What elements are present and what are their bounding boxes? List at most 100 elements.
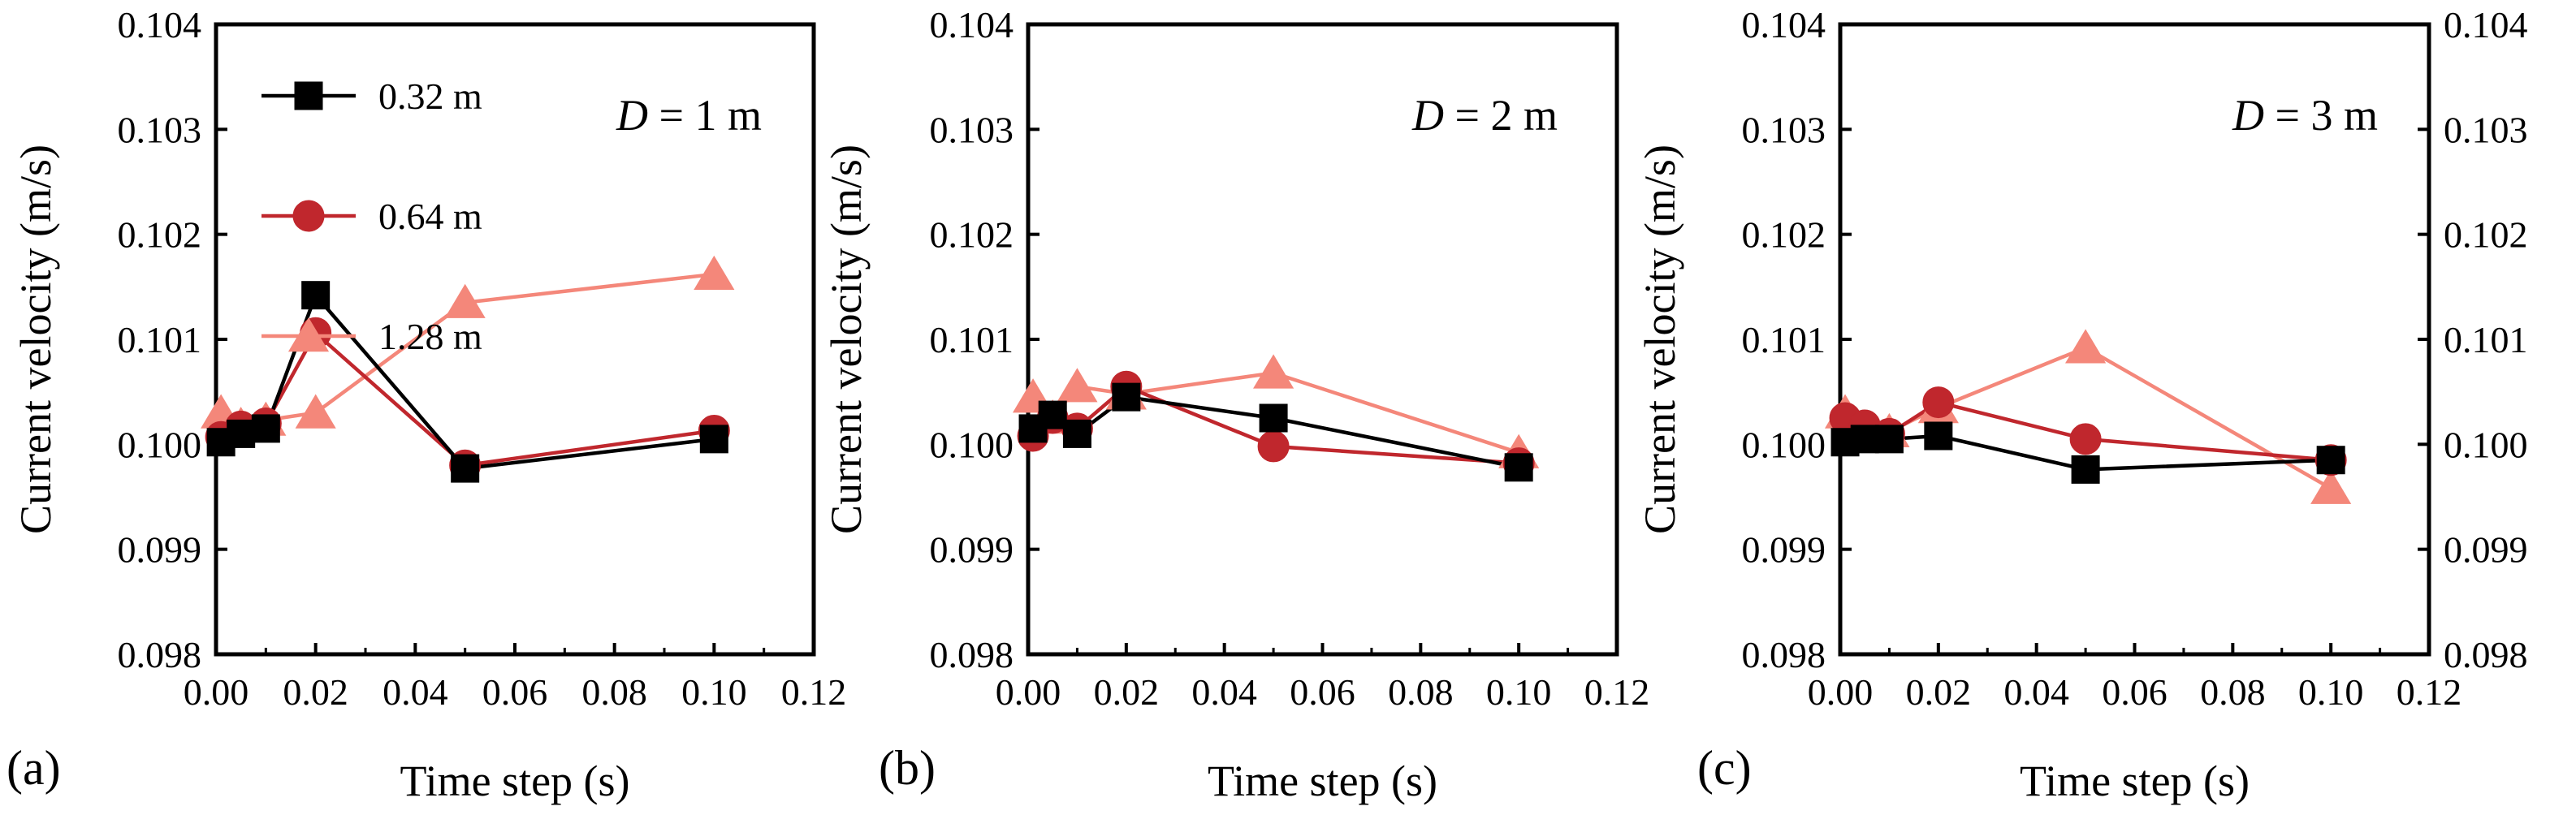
- data-point: [1253, 354, 1294, 389]
- y-tick-label: 0.098: [930, 634, 1014, 675]
- x-tick-label: 0.02: [1094, 671, 1160, 713]
- data-point: [1922, 386, 1955, 419]
- y-tick-label-right: 0.099: [2444, 529, 2528, 571]
- legend: 0.32 m 0.64 m 1.28 m: [261, 75, 482, 357]
- legend-label: 0.64 m: [378, 196, 482, 237]
- y-tick-label: 0.099: [1742, 529, 1826, 571]
- x-tick-label: 0.00: [1808, 671, 1874, 713]
- diameter-annotation: D = 1 m: [616, 91, 762, 140]
- diameter-annotation: D = 2 m: [1411, 91, 1558, 140]
- data-point: [1057, 368, 1098, 403]
- annotation-value: = 2 m: [1444, 91, 1558, 140]
- x-tick-label: 0.06: [482, 671, 548, 713]
- annotation-value: = 1 m: [648, 91, 762, 140]
- annotation-symbol: D: [2232, 91, 2264, 140]
- y-tick-label-right: 0.101: [2444, 319, 2528, 360]
- x-tick-label: 0.00: [184, 671, 249, 713]
- y-tick-label: 0.100: [118, 424, 202, 465]
- x-tick-label: 0.04: [383, 671, 448, 713]
- y-tick-label: 0.103: [930, 109, 1014, 150]
- data-point: [2069, 423, 2102, 455]
- y-tick-label: 0.099: [930, 529, 1014, 571]
- y-tick-label: 0.099: [118, 529, 202, 571]
- y-tick-label: 0.098: [118, 634, 202, 675]
- data-point: [2065, 329, 2107, 364]
- y-tick-label: 0.101: [1742, 319, 1826, 360]
- chart-panel-3: 0.00 0.02 0.04 0.06 0.08 0.10 0.120.098 0.0980.…: [1636, 4, 2528, 805]
- y-tick-label-right: 0.104: [2444, 4, 2528, 45]
- y-tick-label: 0.103: [118, 109, 202, 150]
- panel-label: (a): [6, 741, 61, 795]
- y-tick-label: 0.101: [930, 319, 1014, 360]
- data-point: [1850, 425, 1879, 454]
- y-axis-title: Current velocity (m/s): [11, 144, 60, 534]
- y-tick-label: 0.102: [930, 214, 1014, 256]
- y-tick-label: 0.104: [1742, 4, 1826, 45]
- data-point: [1062, 419, 1091, 448]
- y-tick-label-right: 0.103: [2444, 109, 2528, 150]
- x-tick-label: 0.12: [1584, 671, 1650, 713]
- x-tick-label: 0.06: [2102, 671, 2168, 713]
- y-tick-label: 0.098: [1742, 634, 1826, 675]
- data-point: [1257, 430, 1290, 463]
- data-point: [1874, 425, 1904, 454]
- y-tick-label: 0.100: [930, 424, 1014, 465]
- panel-label: (b): [879, 741, 936, 795]
- x-tick-label: 0.10: [1486, 671, 1552, 713]
- x-axis-title: Time step (s): [2020, 757, 2250, 805]
- data-point: [1112, 382, 1141, 412]
- legend-marker: [287, 317, 330, 352]
- data-point: [227, 419, 256, 448]
- y-tick-label-right: 0.098: [2444, 634, 2528, 675]
- y-axis-title: Current velocity (m/s): [822, 144, 871, 534]
- chart-panel-1: 0.00 0.02 0.04 0.06 0.08 0.10 0.12 0.098 0.099 0.…: [6, 4, 846, 805]
- y-tick-label: 0.104: [930, 4, 1014, 45]
- x-tick-label: 0.00: [996, 671, 1061, 713]
- data-point: [1924, 421, 1953, 451]
- x-tick-label: 0.08: [2200, 671, 2266, 713]
- y-tick-label-right: 0.100: [2444, 424, 2528, 465]
- y-axis-title: Current velocity (m/s): [1636, 144, 1684, 534]
- x-tick-label: 0.04: [2003, 671, 2069, 713]
- x-tick-label: 0.12: [781, 671, 847, 713]
- panel-label: (c): [1697, 741, 1752, 795]
- legend-label: 0.32 m: [378, 75, 482, 117]
- y-tick-label: 0.101: [118, 319, 202, 360]
- data-point: [2071, 455, 2100, 484]
- data-point: [2316, 446, 2345, 475]
- x-tick-label: 0.02: [1906, 671, 1972, 713]
- data-point: [295, 394, 336, 429]
- x-tick-label: 0.02: [283, 671, 348, 713]
- chart-panel-2: 0.00 0.02 0.04 0.06 0.08 0.10 0.12 0.098 0.099 0.…: [822, 4, 1649, 805]
- x-tick-label: 0.08: [581, 671, 647, 713]
- x-tick-label: 0.12: [2397, 671, 2462, 713]
- x-axis-title: Time step (s): [1208, 757, 1437, 805]
- annotation-symbol: D: [1411, 91, 1444, 140]
- y-tick-label: 0.102: [1742, 214, 1826, 256]
- data-point: [694, 255, 735, 291]
- y-tick-label: 0.102: [118, 214, 202, 256]
- y-tick-label-right: 0.102: [2444, 214, 2528, 256]
- data-point: [301, 281, 331, 310]
- x-tick-label: 0.04: [1191, 671, 1257, 713]
- y-tick-label: 0.104: [118, 4, 202, 45]
- y-tick-label: 0.100: [1742, 424, 1826, 465]
- legend-marker: [294, 81, 323, 110]
- data-point: [699, 425, 728, 454]
- x-axis-title: Time step (s): [400, 757, 629, 805]
- diameter-annotation: D = 3 m: [2232, 91, 2378, 140]
- data-point: [251, 414, 280, 443]
- data-point: [1504, 453, 1533, 482]
- x-tick-label: 0.06: [1290, 671, 1355, 713]
- annotation-symbol: D: [616, 91, 648, 140]
- legend-marker: [292, 200, 325, 232]
- annotation-value: = 3 m: [2264, 91, 2378, 140]
- data-point: [2310, 469, 2352, 504]
- data-point: [444, 283, 486, 318]
- data-point: [1038, 400, 1067, 429]
- legend-label: 1.28 m: [378, 316, 482, 357]
- x-tick-label: 0.10: [681, 671, 747, 713]
- x-tick-label: 0.10: [2298, 671, 2364, 713]
- y-tick-label: 0.103: [1742, 109, 1826, 150]
